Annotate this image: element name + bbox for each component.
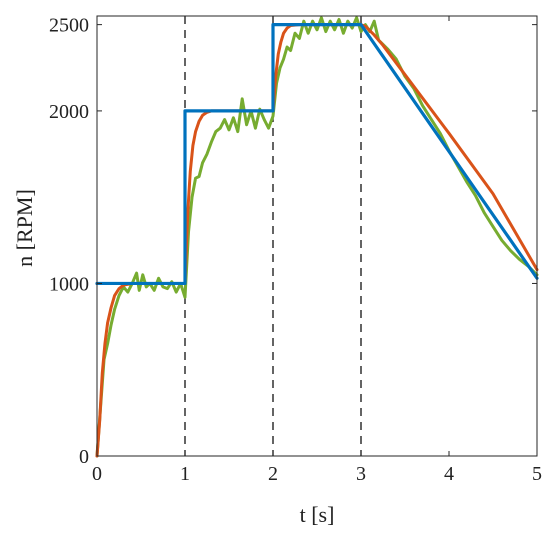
y-tick-label: 1000 [49,273,89,295]
x-tick-label: 4 [444,463,454,485]
x-tick-label: 3 [356,463,366,485]
series-line-3 [95,23,539,286]
axes-box [96,15,538,457]
x-axis-label: t [s] [300,502,335,527]
x-tick-label: 2 [268,463,278,485]
series-layer [95,16,539,458]
plot-area [97,16,537,456]
y-tick-label: 2500 [49,15,89,37]
y-tick-label: 0 [79,446,89,468]
axes-layer: 0 1 2 3 4 5 0 1000 2000 2500 [49,15,542,485]
y-tick-label: 2000 [49,101,89,123]
x-tick-label: 0 [92,463,102,485]
x-tick-label: 1 [180,463,190,485]
plot-background [97,16,537,456]
y-axis-label: n [RPM] [12,189,37,267]
x-tick-label: 5 [532,463,542,485]
